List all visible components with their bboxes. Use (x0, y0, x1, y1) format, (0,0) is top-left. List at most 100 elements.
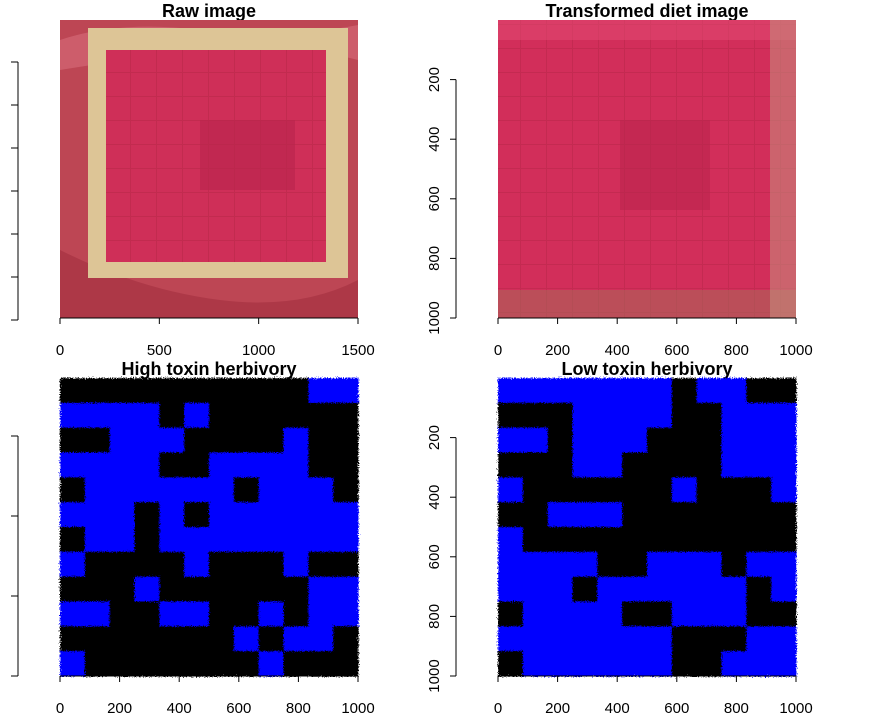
low-toxin-heatmap (498, 378, 797, 677)
herbivory-cell-black (547, 527, 573, 553)
herbivory-cell-black (308, 651, 334, 677)
x-tick-label: 800 (286, 700, 311, 716)
herbivory-cell-black (308, 452, 334, 478)
herbivory-cell-blue (60, 452, 86, 478)
herbivory-cell-black (771, 601, 797, 627)
herbivory-cell-blue (184, 477, 210, 503)
herbivory-cell-black (696, 477, 722, 503)
herbivory-cell-blue (134, 477, 160, 503)
herbivory-cell-blue (308, 378, 334, 404)
herbivory-cell-blue (771, 651, 797, 677)
herbivory-cell-blue (258, 601, 284, 627)
herbivory-cell-blue (184, 527, 210, 553)
herbivory-cell-blue (233, 452, 260, 478)
herbivory-cell-blue (258, 527, 284, 553)
herbivory-cell-black (209, 601, 235, 627)
herbivory-cell-blue (696, 601, 722, 627)
herbivory-cell-blue (209, 477, 235, 503)
herbivory-cell-black (258, 626, 284, 652)
herbivory-cell-black (597, 527, 623, 553)
herbivory-cell-blue (771, 427, 797, 453)
herbivory-cell-blue (522, 427, 549, 453)
herbivory-cell-black (498, 601, 524, 627)
herbivory-cell-black (746, 527, 772, 553)
herbivory-cell-blue (109, 427, 135, 453)
herbivory-cell-blue (333, 502, 359, 528)
herbivory-cell-black (209, 626, 235, 652)
herbivory-cell-blue (597, 452, 623, 478)
herbivory-cell-black (696, 402, 722, 429)
herbivory-cell-blue (283, 477, 309, 503)
herbivory-cell-black (184, 651, 210, 677)
herbivory-cell-black (671, 402, 698, 429)
herbivory-cell-black (746, 601, 772, 627)
high-toxin-title: High toxin herbivory (121, 359, 296, 379)
herbivory-cell-black (233, 402, 260, 429)
herbivory-cell-blue (721, 452, 747, 478)
herbivory-cell-black (159, 452, 185, 478)
herbivory-cell-blue (647, 378, 673, 404)
herbivory-cell-blue (547, 576, 573, 602)
herbivory-cell-black (134, 651, 160, 677)
herbivory-cell-black (671, 502, 698, 528)
transformed-image-title: Transformed diet image (545, 1, 748, 21)
herbivory-cell-blue (134, 402, 160, 429)
herbivory-cell-blue (134, 576, 160, 602)
x-tick-label: 800 (724, 342, 749, 359)
herbivory-cell-blue (84, 452, 111, 478)
herbivory-cell-blue (522, 626, 549, 652)
herbivory-cell-blue (597, 576, 623, 602)
herbivory-cell-blue (258, 477, 284, 503)
x-tick-label: 1000 (779, 700, 812, 716)
herbivory-cell-black (696, 452, 722, 478)
transformed-image (498, 20, 796, 318)
herbivory-cell-black (498, 402, 524, 429)
herbivory-cell-blue (134, 452, 160, 478)
herbivory-cell-blue (60, 402, 86, 429)
herbivory-cell-black (522, 527, 549, 553)
herbivory-cell-black (622, 527, 648, 553)
herbivory-cell-black (84, 576, 111, 602)
herbivory-cell-blue (209, 452, 235, 478)
herbivory-cell-black (522, 502, 549, 528)
herbivory-cell-blue (159, 427, 185, 453)
herbivory-cell-blue (597, 427, 623, 453)
herbivory-cell-blue (572, 502, 598, 528)
herbivory-cell-black (209, 402, 235, 429)
herbivory-cell-black (258, 551, 284, 578)
herbivory-cell-black (60, 477, 86, 503)
herbivory-cell-black (721, 477, 747, 503)
herbivory-cell-black (209, 651, 235, 677)
herbivory-cell-black (333, 427, 359, 453)
herbivory-cell-black (771, 378, 797, 404)
herbivory-cell-black (696, 626, 722, 652)
herbivory-cell-black (647, 477, 673, 503)
x-tick-label: 1000 (779, 342, 812, 359)
herbivory-cell-black (283, 651, 309, 677)
herbivory-cell-blue (671, 477, 698, 503)
herbivory-cell-black (184, 427, 210, 453)
herbivory-cell-blue (159, 477, 185, 503)
herbivory-cell-blue (258, 651, 284, 677)
herbivory-cell-black (109, 626, 135, 652)
herbivory-cell-black (746, 378, 772, 404)
herbivory-cell-blue (622, 576, 648, 602)
herbivory-cell-black (622, 452, 648, 478)
herbivory-cell-blue (60, 502, 86, 528)
herbivory-cell-black (60, 626, 86, 652)
herbivory-cell-black (134, 551, 160, 578)
herbivory-cell-black (109, 576, 135, 602)
herbivory-cell-black (134, 601, 160, 627)
herbivory-cell-black (184, 502, 210, 528)
herbivory-cell-black (109, 651, 135, 677)
herbivory-cell-blue (60, 551, 86, 578)
herbivory-cell-black (159, 378, 185, 404)
herbivory-cell-black (159, 402, 185, 429)
herbivory-cell-blue (498, 626, 524, 652)
herbivory-cell-black (696, 427, 722, 453)
herbivory-cell-black (308, 551, 334, 578)
herbivory-cell-black (60, 576, 86, 602)
herbivory-cell-black (622, 477, 648, 503)
panel-low-toxin: Low toxin herbivory (498, 359, 797, 677)
herbivory-cell-black (547, 452, 573, 478)
